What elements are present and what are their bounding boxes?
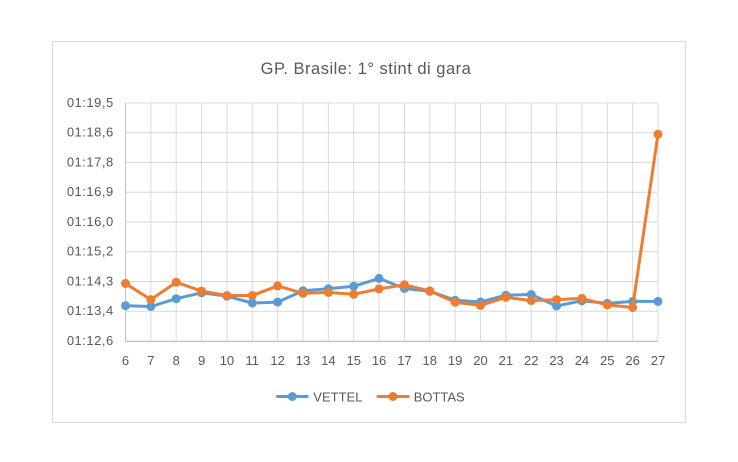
svg-text:26: 26 <box>625 353 639 368</box>
svg-text:17: 17 <box>397 353 411 368</box>
svg-text:7: 7 <box>147 353 154 368</box>
svg-text:8: 8 <box>173 353 180 368</box>
svg-text:01:12,6: 01:12,6 <box>67 333 114 348</box>
svg-text:21: 21 <box>499 353 513 368</box>
svg-text:18: 18 <box>423 353 437 368</box>
svg-text:11: 11 <box>246 353 260 368</box>
svg-text:01:14,3: 01:14,3 <box>67 273 114 288</box>
svg-text:13: 13 <box>296 353 310 368</box>
svg-text:01:15,2: 01:15,2 <box>67 244 114 259</box>
svg-text:12: 12 <box>270 353 284 368</box>
svg-text:9: 9 <box>198 353 205 368</box>
svg-text:VETTEL: VETTEL <box>313 390 362 405</box>
svg-text:14: 14 <box>321 353 335 368</box>
svg-text:27: 27 <box>651 353 665 368</box>
svg-text:20: 20 <box>473 353 487 368</box>
svg-text:BOTTAS: BOTTAS <box>414 390 465 405</box>
svg-text:01:16,9: 01:16,9 <box>67 184 114 199</box>
svg-text:22: 22 <box>524 353 538 368</box>
svg-text:15: 15 <box>346 353 360 368</box>
svg-text:GP. Brasile: 1° stint di gara: GP. Brasile: 1° stint di gara <box>261 60 472 78</box>
svg-text:23: 23 <box>549 353 563 368</box>
svg-text:10: 10 <box>220 353 234 368</box>
svg-text:16: 16 <box>372 353 386 368</box>
svg-text:01:13,4: 01:13,4 <box>67 303 114 318</box>
svg-text:01:19,5: 01:19,5 <box>67 95 114 110</box>
svg-text:24: 24 <box>575 353 589 368</box>
svg-text:01:18,6: 01:18,6 <box>67 125 114 140</box>
svg-text:19: 19 <box>448 353 462 368</box>
svg-text:25: 25 <box>600 353 614 368</box>
svg-text:01:16,0: 01:16,0 <box>67 214 114 229</box>
svg-text:01:17,8: 01:17,8 <box>67 154 114 169</box>
svg-text:6: 6 <box>122 353 129 368</box>
